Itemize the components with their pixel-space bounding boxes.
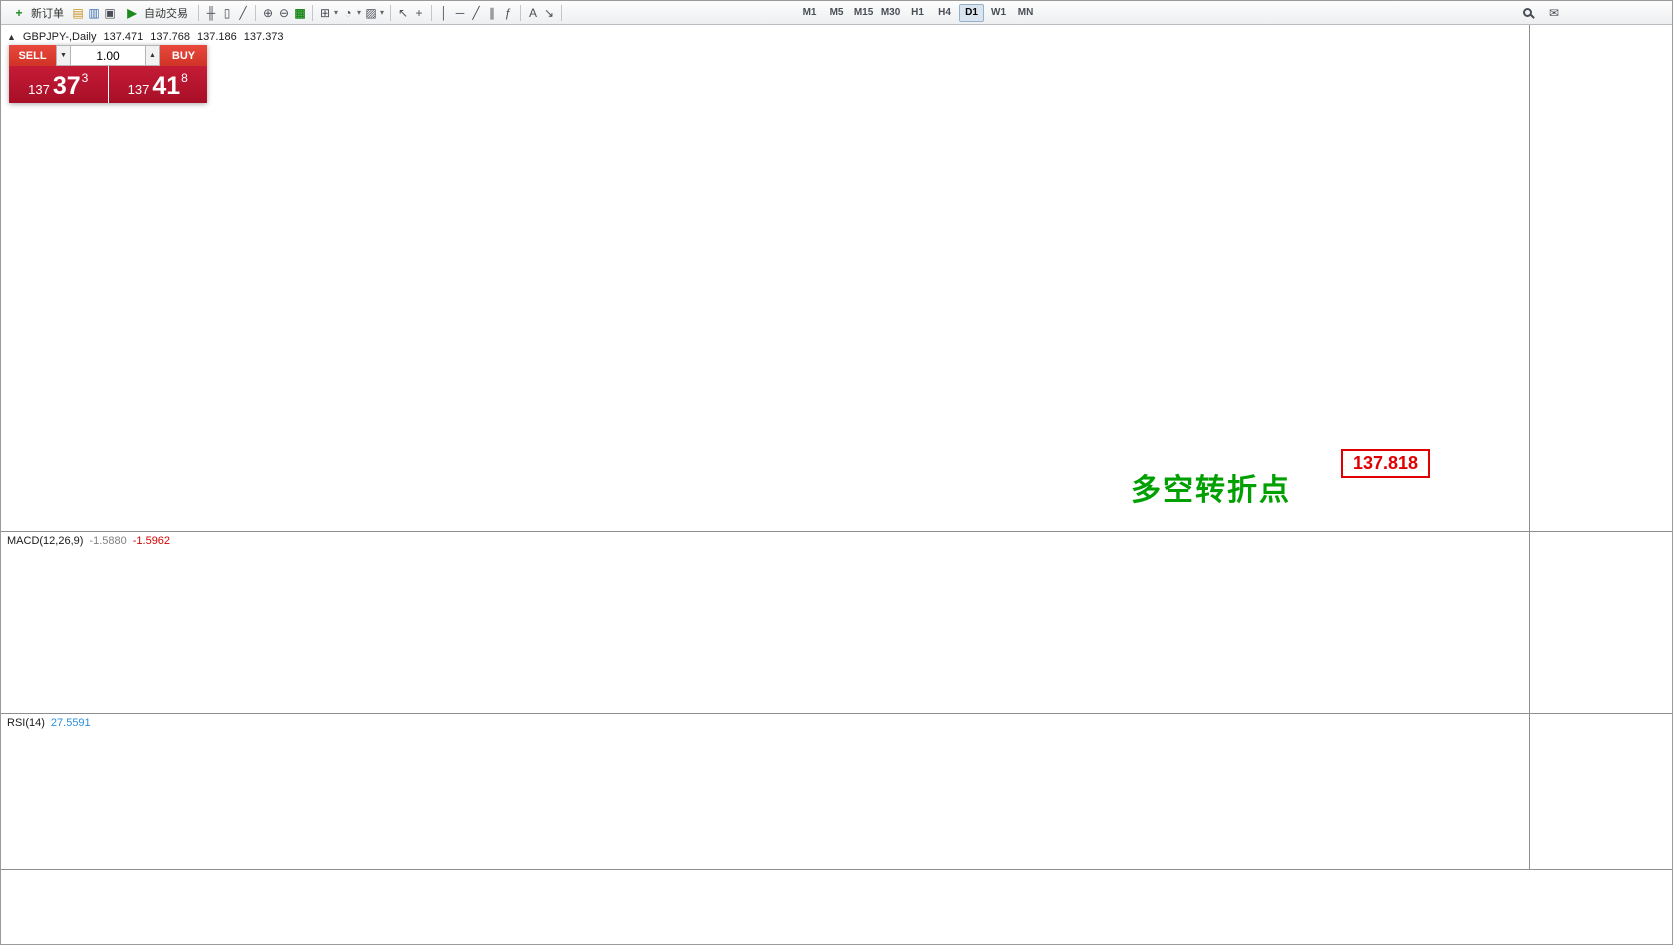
new-order-icon: + xyxy=(15,5,23,20)
bar-chart-icon[interactable]: ╫ xyxy=(206,5,216,20)
macd-svg xyxy=(1,532,1529,713)
vertical-line-tool-icon[interactable]: │ xyxy=(440,5,448,20)
toolbar-separator xyxy=(198,4,199,21)
panel-separator xyxy=(1,869,1672,870)
rsi-name: RSI(14) xyxy=(7,717,45,729)
buy-price-button[interactable]: 137 41 8 xyxy=(108,66,207,103)
timeframe-button-h1[interactable]: H1 xyxy=(911,7,924,18)
market-watch-icon[interactable]: ▤ xyxy=(72,5,84,20)
rsi-value: 27.5591 xyxy=(50,717,91,729)
toolbar-separator xyxy=(520,4,522,21)
trendline-tool-icon[interactable]: ╱ xyxy=(472,5,480,20)
timeframe-button-m5[interactable]: M5 xyxy=(829,7,844,18)
buy-price-integer: 137 xyxy=(127,82,150,98)
ohlc-close: 137.373 xyxy=(243,31,284,43)
search-icon[interactable] xyxy=(1523,8,1532,17)
zoom-in-icon[interactable]: ⊕ xyxy=(262,5,274,20)
sell-button[interactable]: SELL xyxy=(9,45,56,66)
volume-input[interactable] xyxy=(71,45,145,66)
arrows-tool-icon[interactable]: ↘ xyxy=(544,5,555,20)
panel-separator[interactable] xyxy=(1,531,1672,532)
periods-icon: ◔ xyxy=(344,5,352,20)
terminal-icon[interactable]: ▣ xyxy=(104,5,116,20)
toolbar-separator xyxy=(431,4,433,21)
toolbar-right-group: ✉ xyxy=(1523,5,1668,21)
cursor-icon[interactable]: ↖ xyxy=(398,5,409,20)
line-chart-icon[interactable]: ╱ xyxy=(239,5,247,20)
crosshair-icon[interactable]: + xyxy=(415,5,423,20)
buy-price-pips: 41 xyxy=(152,72,181,100)
timeframe-button-m1[interactable]: M1 xyxy=(802,7,817,18)
sell-price-point: 3 xyxy=(81,71,89,85)
timeframe-button-m30[interactable]: M30 xyxy=(880,7,901,18)
candlestick-chart-icon[interactable]: ▯ xyxy=(223,5,231,20)
symbol-period-label: GBPJPY-,Daily xyxy=(22,31,97,43)
mail-icon[interactable]: ✉ xyxy=(1548,5,1560,20)
templates-dropdown[interactable]: ▨ ▾ xyxy=(363,5,384,21)
channel-tool-icon[interactable]: ∥ xyxy=(489,5,496,20)
toolbar-separator xyxy=(255,4,256,21)
horizontal-line-tool-icon[interactable]: ─ xyxy=(455,5,465,20)
timeframe-button-d1[interactable]: D1 xyxy=(959,3,985,22)
chevron-down-icon: ▾ xyxy=(357,8,362,17)
text-tool-icon[interactable]: A xyxy=(529,5,538,20)
ohlc-low: 137.186 xyxy=(197,31,237,43)
timeframe-button-mn[interactable]: MN xyxy=(1017,7,1034,18)
volume-increase-button[interactable]: ▲ xyxy=(145,45,160,66)
new-order-label: 新订单 xyxy=(31,7,64,20)
timeframe-button-w1[interactable]: W1 xyxy=(991,7,1007,18)
toolbar-separator xyxy=(561,4,563,21)
macd-label: MACD(12,26,9) -1.5880 -1.5962 xyxy=(7,535,170,547)
toolbar-separator xyxy=(390,4,392,21)
date-axis[interactable] xyxy=(1,870,1672,894)
autotrading-play-icon: ▶ xyxy=(127,5,137,20)
macd-main-value: -1.5880 xyxy=(89,535,127,547)
toolbar-separator xyxy=(312,4,313,21)
autotrading-button[interactable]: ▶ 自动交易 xyxy=(118,3,194,23)
turning-point-annotation: 多空转折点 xyxy=(1131,474,1291,507)
sell-price-pips: 37 xyxy=(52,72,81,100)
timeframe-toolbar: M1 M5 M15 M30 H1 H4 D1 W1 MN xyxy=(796,3,1039,22)
indicators-icon: ⊞ xyxy=(319,5,331,20)
new-order-button[interactable]: + 新订单 xyxy=(5,3,70,23)
rsi-label: RSI(14) 27.5591 xyxy=(7,717,91,729)
templates-icon: ▨ xyxy=(365,5,377,20)
ohlc-high: 137.768 xyxy=(150,31,191,43)
chevron-down-icon: ▾ xyxy=(334,8,339,17)
price-chart-panel[interactable]: ▲ GBPJPY-,Daily 137.471 137.768 137.186 … xyxy=(1,25,1529,531)
ohlc-open: 137.471 xyxy=(103,31,144,43)
macd-signal-value: -1.5962 xyxy=(132,535,171,547)
rsi-svg xyxy=(1,714,1529,869)
rsi-panel[interactable]: RSI(14) 27.5591 xyxy=(1,714,1529,869)
macd-name: MACD(12,26,9) xyxy=(7,535,84,547)
toolbar: + 新订单 ▤ ▥ ▣ ▶ 自动交易 ╫ ▯ ╱ ⊕ ⊖ ▦ ⊞ ▾ ◔ ▾ ▨ ▾ … xyxy=(1,1,1672,25)
tile-windows-icon[interactable]: ▦ xyxy=(294,5,306,20)
price-chart-svg[interactable] xyxy=(1,25,1529,531)
zoom-out-icon[interactable]: ⊖ xyxy=(278,5,290,20)
one-click-collapse-arrow[interactable]: ▲ xyxy=(7,32,16,42)
chevron-down-icon: ▾ xyxy=(380,8,385,17)
fibonacci-tool-icon[interactable]: ƒ xyxy=(504,5,512,20)
panel-separator[interactable] xyxy=(1,713,1672,714)
price-callout-label: 137.818 xyxy=(1341,449,1431,478)
price-axis[interactable] xyxy=(1529,25,1672,870)
volume-decrease-button[interactable]: ▼ xyxy=(56,45,71,66)
buy-button[interactable]: BUY xyxy=(160,45,207,66)
macd-panel[interactable]: MACD(12,26,9) -1.5880 -1.5962 xyxy=(1,532,1529,713)
sell-price-button[interactable]: 137 37 3 xyxy=(9,66,108,103)
timeframe-button-m15[interactable]: M15 xyxy=(853,7,874,18)
navigator-icon[interactable]: ▥ xyxy=(88,5,100,20)
indicators-dropdown[interactable]: ⊞ ▾ xyxy=(317,5,338,21)
autotrading-label: 自动交易 xyxy=(144,7,188,20)
periods-dropdown[interactable]: ◔ ▾ xyxy=(340,5,361,21)
sell-price-integer: 137 xyxy=(28,82,50,98)
chart-header: ▲ GBPJPY-,Daily 137.471 137.768 137.186 … xyxy=(7,31,284,43)
timeframe-button-h4[interactable]: H4 xyxy=(938,7,951,18)
buy-price-point: 8 xyxy=(181,71,188,85)
